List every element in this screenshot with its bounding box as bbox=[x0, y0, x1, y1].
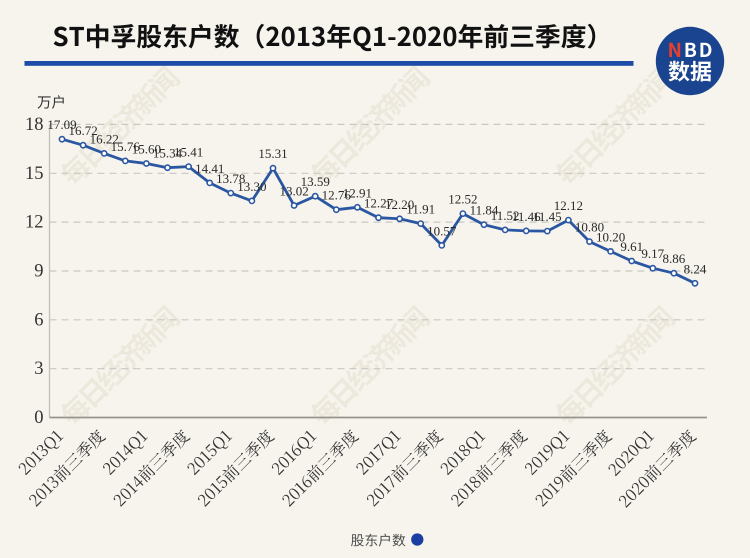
svg-text:12.52: 12.52 bbox=[448, 192, 477, 207]
svg-text:16.22: 16.22 bbox=[90, 131, 119, 146]
svg-text:9.61: 9.61 bbox=[620, 239, 643, 254]
svg-text:12: 12 bbox=[25, 213, 44, 233]
svg-text:9: 9 bbox=[34, 262, 43, 282]
svg-text:9.17: 9.17 bbox=[641, 246, 664, 261]
svg-text:10.80: 10.80 bbox=[575, 220, 604, 235]
svg-text:15: 15 bbox=[25, 164, 44, 184]
svg-text:10.20: 10.20 bbox=[596, 229, 625, 244]
svg-text:17.09: 17.09 bbox=[47, 117, 76, 132]
svg-text:0: 0 bbox=[34, 408, 43, 428]
svg-text:15.60: 15.60 bbox=[132, 142, 161, 157]
svg-text:15.76: 15.76 bbox=[111, 139, 141, 154]
svg-text:13.02: 13.02 bbox=[279, 184, 308, 199]
svg-text:16.72: 16.72 bbox=[68, 123, 97, 138]
svg-text:12.12: 12.12 bbox=[554, 198, 583, 213]
svg-text:13.78: 13.78 bbox=[216, 171, 245, 186]
svg-text:6: 6 bbox=[34, 310, 43, 330]
svg-text:12.27: 12.27 bbox=[364, 196, 394, 211]
svg-text:8.24: 8.24 bbox=[684, 261, 707, 276]
svg-text:11.45: 11.45 bbox=[533, 209, 562, 224]
svg-text:15.34: 15.34 bbox=[153, 146, 183, 161]
svg-text:11.84: 11.84 bbox=[470, 203, 499, 218]
svg-text:8.86: 8.86 bbox=[663, 251, 686, 266]
svg-text:10.57: 10.57 bbox=[427, 223, 457, 238]
svg-text:12.20: 12.20 bbox=[385, 197, 414, 212]
svg-text:18: 18 bbox=[25, 115, 44, 135]
svg-text:15.31: 15.31 bbox=[258, 146, 287, 161]
svg-text:13.59: 13.59 bbox=[301, 174, 330, 189]
svg-text:12.76: 12.76 bbox=[322, 188, 352, 203]
svg-text:12.91: 12.91 bbox=[343, 185, 372, 200]
svg-text:3: 3 bbox=[34, 359, 43, 379]
svg-text:11.46: 11.46 bbox=[512, 209, 541, 224]
svg-text:13.30: 13.30 bbox=[237, 179, 266, 194]
svg-text:11.91: 11.91 bbox=[406, 202, 435, 217]
svg-text:11.52: 11.52 bbox=[491, 208, 520, 223]
svg-text:14.41: 14.41 bbox=[195, 161, 224, 176]
svg-text:15.41: 15.41 bbox=[174, 145, 203, 160]
